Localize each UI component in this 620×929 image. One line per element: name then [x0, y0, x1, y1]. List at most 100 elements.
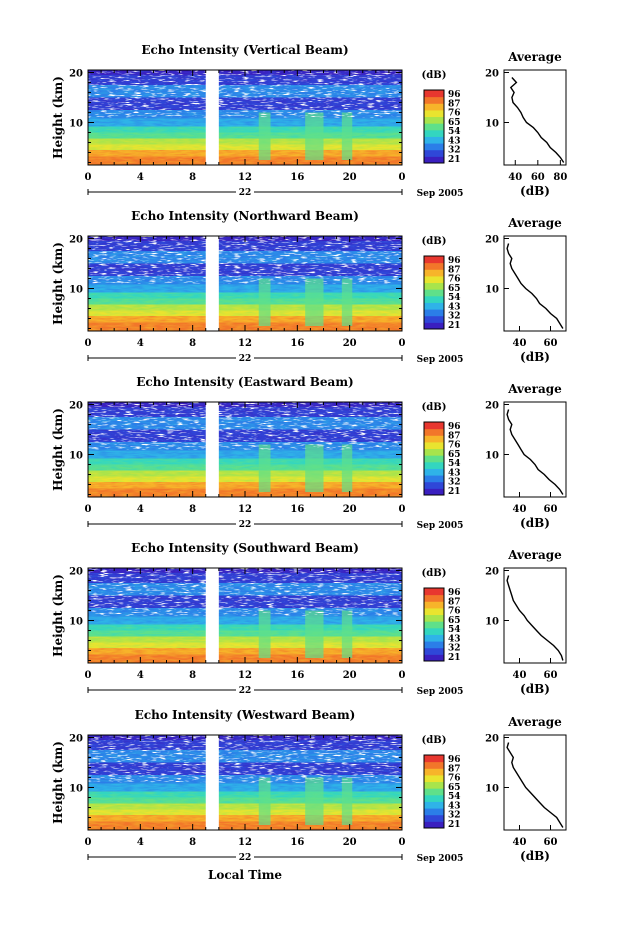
colorbar-swatch: [424, 143, 444, 151]
x-tick-label: 20: [343, 338, 357, 349]
colorbar-swatch: [424, 461, 444, 469]
heatmap-texture: [88, 482, 402, 489]
colorbar-swatch: [424, 428, 444, 436]
profile-x-tick-label: 40: [513, 338, 527, 349]
panel-5: Echo Intensity (Westward Beam) 0 4 8 12 16 20 0…: [51, 708, 567, 864]
colorbar-label: 32: [448, 644, 461, 654]
y-tick-label: 10: [69, 617, 83, 628]
profile-x-tick-label: 40: [513, 670, 527, 681]
data-gap: [205, 735, 219, 830]
day-label: 22: [239, 686, 252, 696]
colorbar-swatch: [424, 455, 444, 463]
heatmap-texture: [88, 458, 402, 465]
profile-y-tick-label: 20: [485, 734, 499, 745]
heatmap-plume: [341, 610, 353, 658]
profile-y-tick-label: 10: [485, 119, 499, 130]
profile-line: [506, 409, 564, 495]
colorbar-unit: (dB): [422, 236, 447, 247]
data-gap: [205, 70, 219, 165]
colorbar-label: 21: [448, 820, 461, 830]
profile-line: [506, 575, 564, 661]
colorbar-swatch: [424, 627, 444, 635]
heatmap-texture: [88, 450, 402, 459]
x-tick-label: 0: [399, 172, 406, 183]
y-tick-label: 10: [69, 119, 83, 130]
x-tick-label: 0: [85, 338, 92, 349]
colorbar-swatch: [424, 808, 444, 816]
colorbar-swatch: [424, 269, 444, 277]
profile-y-tick-label: 10: [485, 451, 499, 462]
colorbar-label: 76: [448, 774, 461, 784]
heatmap-plume: [341, 278, 353, 326]
panel-title: Echo Intensity (Southward Beam): [131, 541, 359, 555]
profile-title: Average: [507, 216, 562, 230]
heatmap-texture: [88, 316, 402, 323]
y-tick-label: 20: [69, 734, 83, 745]
heatmap-texture: [88, 476, 402, 482]
panel-title: Echo Intensity (Northward Beam): [131, 209, 359, 223]
heatmap-plume: [258, 777, 271, 825]
colorbar-frame: [423, 587, 445, 662]
date-label: Sep 2005: [417, 355, 464, 365]
x-tick-label: 8: [189, 670, 196, 681]
heatmap-plume: [258, 610, 271, 658]
profile-x-label: (dB): [520, 350, 550, 364]
x-tick-label: 16: [290, 837, 304, 848]
colorbar-swatch: [424, 275, 444, 284]
colorbar-label: 96: [448, 755, 461, 765]
heatmap-texture: [88, 292, 402, 299]
colorbar-label: 76: [448, 109, 461, 119]
profile-x-tick-label: 60: [544, 338, 558, 349]
colorbar-label: 43: [448, 634, 461, 644]
x-axis-label: Local Time: [208, 868, 282, 882]
y-axis-label: Height (km): [51, 76, 65, 159]
colorbar-swatch: [424, 607, 444, 616]
colorbar-frame: [423, 754, 445, 829]
profile-x-tick-label: 80: [553, 172, 567, 183]
profile-frame: [503, 401, 567, 498]
heatmap-plume: [258, 112, 271, 160]
heatmap-texture: [88, 464, 402, 471]
colorbar-swatch: [424, 322, 444, 330]
colorbar-swatch: [424, 475, 444, 483]
x-tick-label: 20: [343, 504, 357, 515]
heatmap-texture: [88, 298, 402, 305]
profile-line: [509, 77, 565, 163]
heatmap: [88, 402, 402, 497]
day-label-bg: [236, 518, 254, 528]
colorbar-swatch: [424, 821, 444, 829]
panel-title: Echo Intensity (Vertical Beam): [141, 43, 348, 57]
colorbar-swatch: [424, 814, 444, 822]
colorbar-swatch: [424, 761, 444, 769]
colorbar-swatch: [424, 641, 444, 649]
colorbar-label: 32: [448, 146, 461, 156]
panel-1: Echo Intensity (Vertical Beam) 0 4 8 12 16 20 0…: [51, 43, 567, 199]
colorbar-label: 21: [448, 487, 461, 497]
profile-frame: [503, 734, 567, 831]
day-label: 22: [239, 853, 252, 863]
heatmap-texture: [88, 815, 402, 822]
colorbar-swatch: [424, 156, 444, 164]
colorbar-label: 54: [448, 792, 461, 802]
colorbar-label: 54: [448, 127, 461, 137]
colorbar-label: 96: [448, 90, 461, 100]
x-tick-label: 20: [343, 172, 357, 183]
profile-y-tick-label: 10: [485, 617, 499, 628]
y-tick-label: 10: [69, 784, 83, 795]
y-axis-label: Height (km): [51, 408, 65, 491]
x-tick-label: 0: [399, 504, 406, 515]
colorbar-label: 65: [448, 783, 461, 793]
profile-x-tick-label: 60: [544, 837, 558, 848]
heatmap-texture: [88, 284, 402, 293]
colorbar-label: 76: [448, 607, 461, 617]
colorbar-swatch: [424, 289, 444, 297]
colorbar-swatch: [424, 109, 444, 118]
heatmap-texture: [88, 616, 402, 625]
profile-y-tick-label: 10: [485, 784, 499, 795]
heatmap-gaps: [88, 735, 402, 783]
profile-x-tick-label: 60: [544, 670, 558, 681]
heatmap-plume: [258, 278, 271, 326]
colorbar-label: 96: [448, 422, 461, 432]
colorbar-label: 21: [448, 321, 461, 331]
day-label: 22: [239, 188, 252, 198]
